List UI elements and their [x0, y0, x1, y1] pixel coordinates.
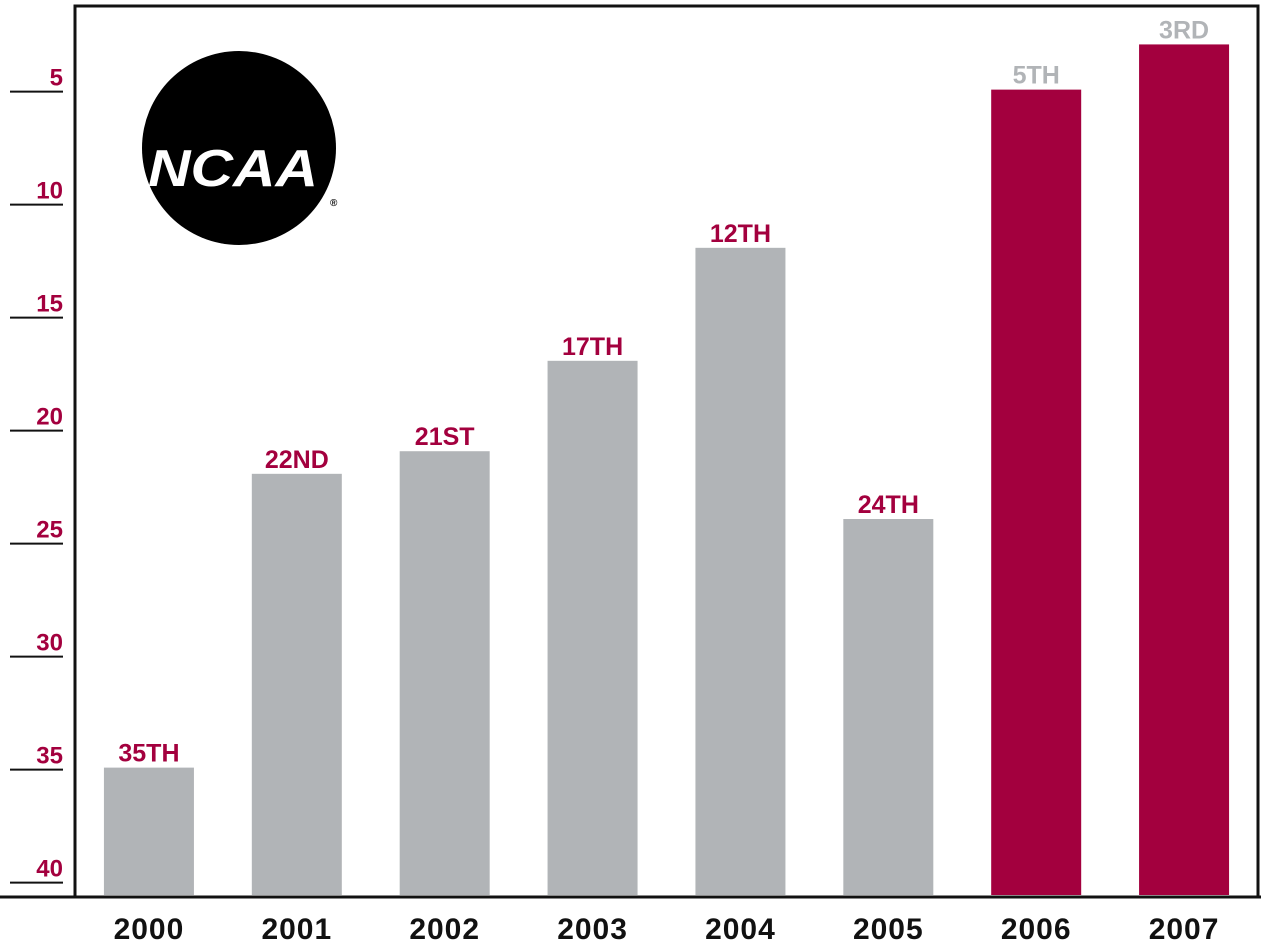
bar	[251, 473, 342, 895]
data-label: 17TH	[562, 333, 623, 361]
plot-frame	[73, 4, 1260, 897]
y-tick-label: 35	[36, 743, 63, 770]
x-tick-label: 2003	[557, 913, 628, 944]
data-label: 21ST	[415, 423, 475, 451]
x-tick-label: 2001	[261, 913, 332, 944]
data-label: 12TH	[710, 220, 771, 248]
x-tick-label: 2006	[1001, 913, 1072, 944]
axes	[0, 4, 1261, 899]
data-labels: 35TH 22ND 21ST 17TH 12TH 24TH 5TH 3RD	[118, 16, 1209, 767]
y-tick-label: 20	[36, 404, 63, 431]
y-tick-label: 15	[36, 291, 63, 318]
logo-wordmark: NCAA	[148, 140, 318, 198]
data-label: 5TH	[1013, 62, 1060, 90]
bar	[399, 451, 490, 895]
bar	[843, 519, 934, 895]
data-label: 24TH	[858, 491, 919, 519]
x-tick-label: 2002	[409, 913, 480, 944]
y-tick-label: 25	[36, 517, 63, 544]
y-tick-label: 5	[50, 65, 63, 92]
x-tick-label: 2004	[705, 913, 776, 944]
bar	[103, 767, 194, 895]
data-label: 3RD	[1159, 16, 1209, 44]
logo-registered-mark: ®	[330, 198, 338, 209]
x-tick-label: 2000	[114, 913, 185, 944]
bar	[695, 247, 786, 895]
x-axis-labels: 2000 2001 2002 2003 2004 2005 2006 2007	[114, 913, 1220, 944]
y-axis-ticks: 5 10 15 20 25 30 35 40	[10, 65, 63, 884]
bar	[1139, 44, 1230, 896]
ncaa-logo: NCAA ®	[142, 51, 338, 245]
data-label: 22ND	[265, 446, 329, 474]
bars	[103, 44, 1230, 896]
y-tick-label: 40	[36, 856, 63, 883]
logo-circle	[142, 51, 336, 245]
y-tick-label: 30	[36, 630, 63, 657]
y-tick-label: 10	[36, 178, 63, 205]
bar	[991, 89, 1082, 896]
x-tick-label: 2005	[853, 913, 924, 944]
bar	[547, 360, 638, 895]
data-label: 35TH	[118, 740, 179, 768]
x-tick-label: 2007	[1149, 913, 1220, 944]
